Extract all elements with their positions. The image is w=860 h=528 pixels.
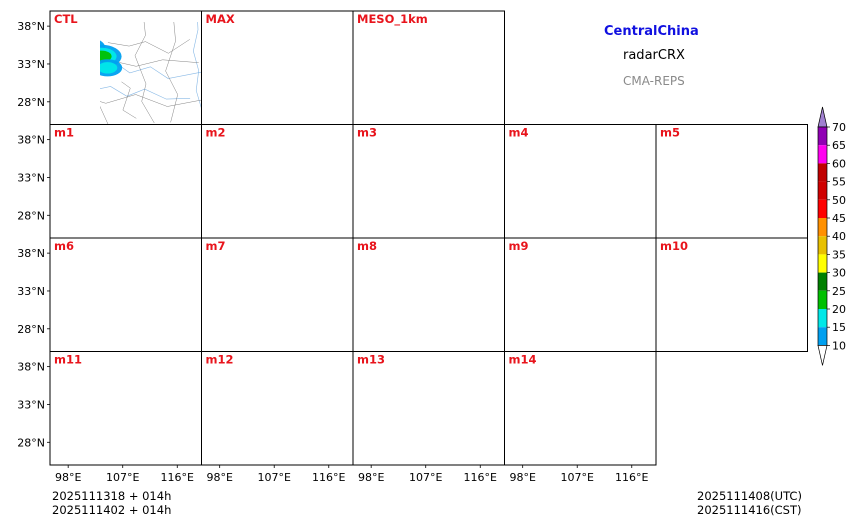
lon-tick-label: 107°E <box>409 471 442 484</box>
colorbar-segment <box>818 254 827 273</box>
map-panel-m6: m6 <box>49 237 202 352</box>
colorbar-tick-label: 10 <box>832 339 846 352</box>
map-panel-MAX: MAX <box>201 10 354 125</box>
colorbar-segment <box>818 145 827 164</box>
map-panel-m10: m10 <box>655 237 808 352</box>
lat-tick-label: 33°N <box>17 58 45 71</box>
colorbar-over-arrow <box>817 106 828 128</box>
variable-label: radarCRX <box>623 48 685 63</box>
panel-label-m12: m12 <box>206 353 234 367</box>
model-label: CMA-REPS <box>623 74 685 88</box>
panel-label-m11: m11 <box>54 353 82 367</box>
colorbar-tick-label: 60 <box>832 157 846 170</box>
lat-tick-label: 28°N <box>17 209 45 222</box>
lat-tick-label: 33°N <box>17 285 45 298</box>
map-panel-m2: m2 <box>201 124 354 239</box>
colorbar-under-arrow <box>817 345 828 366</box>
map-panel-m3: m3 <box>352 124 505 239</box>
colorbar-tick-label: 50 <box>832 194 846 207</box>
lon-tick-label: 107°E <box>257 471 290 484</box>
panel-label-m13: m13 <box>357 353 385 367</box>
init-time-utc: 2025111318 + 014h <box>52 489 172 503</box>
colorbar-segment <box>818 236 827 255</box>
panel-label-CTL: CTL <box>54 12 78 26</box>
panel-label-m7: m7 <box>206 239 226 253</box>
lat-tick-label: 38°N <box>17 247 45 260</box>
panel-label-m4: m4 <box>509 126 529 140</box>
colorbar-segment <box>818 127 827 146</box>
lat-tick-label: 33°N <box>17 171 45 184</box>
colorbar-tick-label: 15 <box>832 321 846 334</box>
panel-label-m1: m1 <box>54 126 74 140</box>
colorbar: 10 15 20 25 30 35 40 45 50 55 60 65 70 <box>817 106 846 366</box>
lat-tick-label: 28°N <box>17 96 45 109</box>
panel-label-m9: m9 <box>509 239 529 253</box>
lon-tick-label: 107°E <box>106 471 139 484</box>
colorbar-tick-label: 30 <box>832 267 846 280</box>
echo-CTL-2-1 <box>100 62 118 74</box>
lon-tick-label: 116°E <box>312 471 345 484</box>
lat-tick-label: 28°N <box>17 436 45 449</box>
lon-tick-label: 98°E <box>358 471 384 484</box>
lon-tick-label: 98°E <box>206 471 232 484</box>
valid-time-cst: 2025111416(CST) <box>697 503 802 517</box>
colorbar-tick-label: 35 <box>832 248 846 261</box>
colorbar-tick-label: 45 <box>832 212 846 225</box>
colorbar-segment <box>818 218 827 237</box>
colorbar-segment <box>818 290 827 309</box>
map-panel-m5: m5 <box>655 124 808 239</box>
lat-tick-label: 38°N <box>17 134 45 147</box>
colorbar-tick-label: 25 <box>832 285 846 298</box>
panel-label-m5: m5 <box>660 126 680 140</box>
lat-tick-label: 38°N <box>17 361 45 374</box>
colorbar-segment <box>818 272 827 291</box>
colorbar-tick-label: 55 <box>832 176 846 189</box>
lon-tick-label: 116°E <box>161 471 194 484</box>
colorbar-segment <box>818 309 827 328</box>
map-panel-m14: m14 <box>504 351 657 466</box>
lon-tick-label: 107°E <box>560 471 593 484</box>
panel-label-m14: m14 <box>509 353 537 367</box>
map-panel-m1: m1 <box>49 124 202 239</box>
panel-label-MESO_1km: MESO_1km <box>357 12 428 27</box>
colorbar-segment <box>818 199 827 218</box>
lat-tick-label: 33°N <box>17 398 45 411</box>
init-time-cst: 2025111402 + 014h <box>52 503 172 517</box>
region-title: CentralChina <box>604 24 699 39</box>
map-panel-m9: m9 <box>504 237 657 352</box>
map-panel-m7: m7 <box>201 237 354 352</box>
panel-label-m3: m3 <box>357 126 377 140</box>
map-panel-MESO_1km: MESO_1km <box>352 10 505 125</box>
colorbar-tick-label: 40 <box>832 230 846 243</box>
colorbar-segment <box>818 327 827 346</box>
map-panel-m13: m13 <box>352 351 505 466</box>
colorbar-tick-label: 70 <box>832 121 846 134</box>
lat-tick-label: 38°N <box>17 20 45 33</box>
map-panel-m4: m4 <box>504 124 657 239</box>
map-panel-CTL: CTL <box>49 10 204 126</box>
lon-tick-label: 116°E <box>615 471 648 484</box>
lon-tick-label: 116°E <box>464 471 497 484</box>
panel-label-m6: m6 <box>54 239 74 253</box>
colorbar-segment <box>818 181 827 200</box>
panel-label-MAX: MAX <box>206 12 235 26</box>
colorbar-segment <box>818 163 827 182</box>
lon-tick-label: 98°E <box>55 471 81 484</box>
colorbar-tick-label: 20 <box>832 303 846 316</box>
panel-label-m8: m8 <box>357 239 377 253</box>
panel-label-m10: m10 <box>660 239 688 253</box>
valid-time-utc: 2025111408(UTC) <box>697 489 802 503</box>
colorbar-tick-label: 65 <box>832 139 846 152</box>
map-panel-m12: m12 <box>201 351 354 466</box>
map-panel-m11: m11 <box>49 351 202 466</box>
lat-tick-label: 28°N <box>17 323 45 336</box>
lon-tick-label: 98°E <box>509 471 535 484</box>
panel-label-m2: m2 <box>206 126 226 140</box>
map-panel-m8: m8 <box>352 237 505 352</box>
